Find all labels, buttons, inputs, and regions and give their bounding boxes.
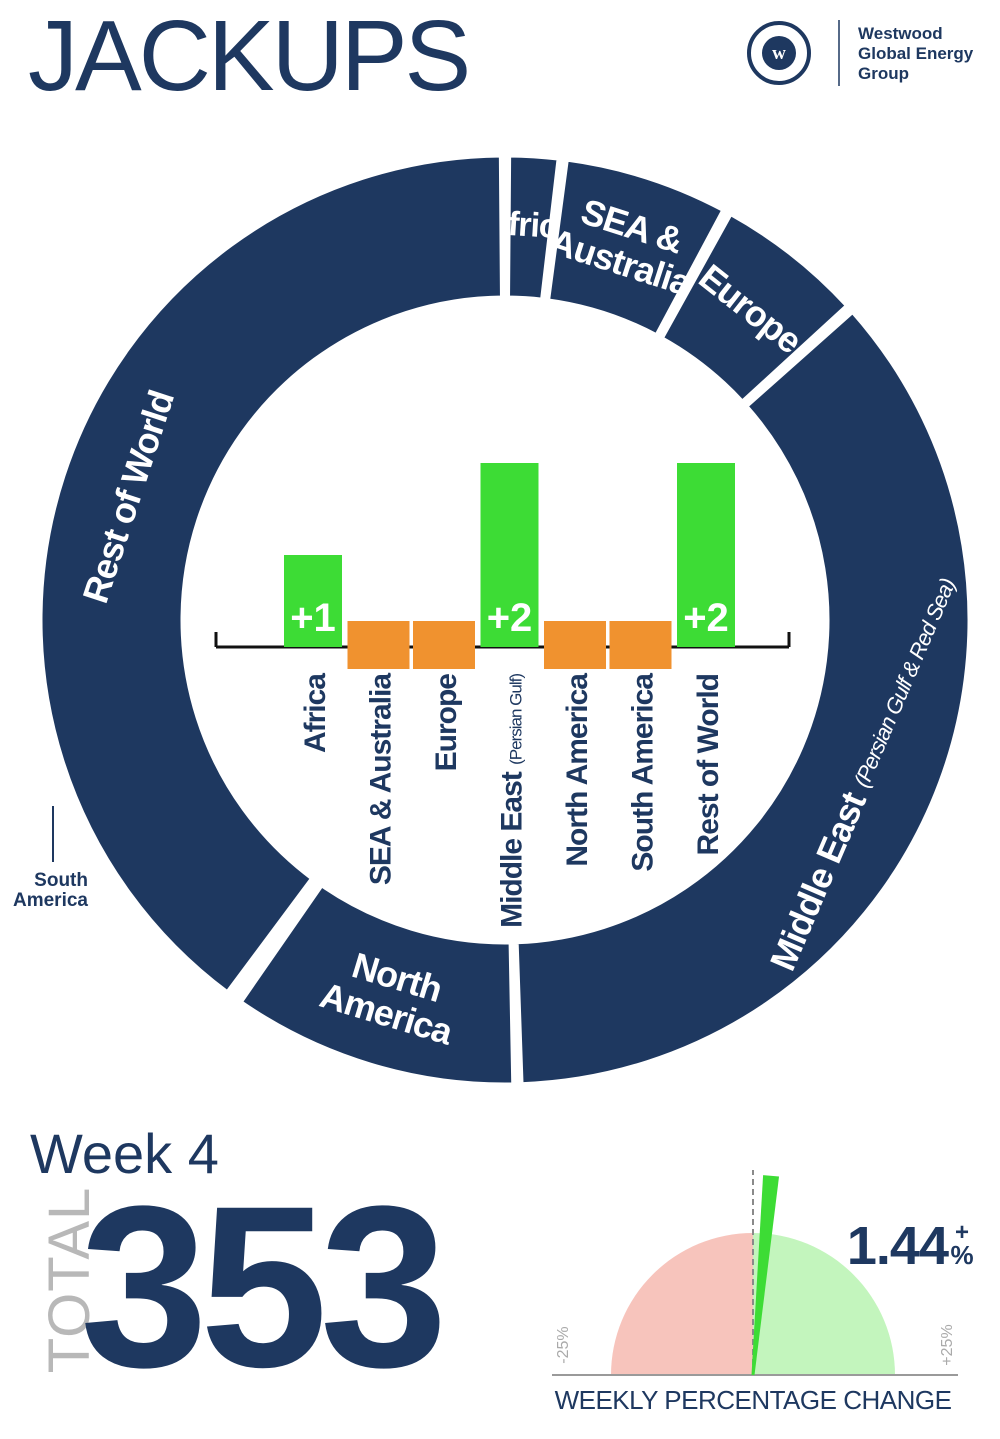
gauge-sign-label: + bbox=[955, 1219, 969, 1246]
weekly-change-bars: +1 Africa SEA & Australia Europe +2 Middle Ea… bbox=[214, 463, 791, 928]
gauge-caption: WEEKLY PERCENTAGE CHANGE bbox=[555, 1385, 952, 1415]
logo-text-line-3: Group bbox=[858, 64, 909, 83]
total-value: 353 bbox=[80, 1158, 448, 1415]
gauge-negative-half bbox=[611, 1233, 753, 1375]
bar-south-america bbox=[609, 621, 672, 669]
bar-category-label-europe: Europe bbox=[430, 674, 463, 772]
bar-category-label-africa: Africa bbox=[299, 673, 332, 753]
weekly-change-gauge: -25% +25% 1.44 +% WEEKLY PERCENTAGE CHANGE bbox=[552, 1170, 974, 1415]
bar-africa bbox=[284, 555, 342, 647]
bar-rest-of-world bbox=[677, 463, 735, 647]
w-circle-icon: w bbox=[747, 20, 840, 86]
south-america-callout-line-2: America bbox=[13, 890, 88, 911]
gauge-max-label: +25% bbox=[939, 1324, 956, 1365]
bar-category-label-south-america: South America bbox=[627, 673, 660, 872]
bar-middle-east bbox=[480, 463, 539, 647]
donut-slice-sea-and-australia bbox=[544, 156, 728, 340]
bar-value-label-africa: +1 bbox=[290, 596, 336, 640]
company-logo: w Westwood Global Energy Group bbox=[744, 18, 984, 88]
donut-slice-europe bbox=[657, 209, 852, 406]
bar-category-label-middle-east: Middle East (Persian Gulf) bbox=[496, 674, 529, 928]
south-america-callout-line-1: South bbox=[34, 870, 88, 891]
page-title: JACKUPS bbox=[28, 0, 471, 112]
week-label: Week 4 bbox=[30, 1122, 219, 1185]
bar-value-label-rest-of-world: +2 bbox=[683, 596, 729, 640]
logo-text-line-2: Global Energy bbox=[858, 44, 974, 63]
donut-slice-africa bbox=[505, 152, 562, 303]
gauge-min-label: -25% bbox=[555, 1326, 572, 1363]
bar-sea-and-australia bbox=[347, 621, 410, 669]
donut-slice-middle-east bbox=[513, 307, 973, 1088]
bar-category-label-rest-of-world: Rest of World bbox=[692, 674, 725, 855]
svg-text:w: w bbox=[772, 43, 786, 64]
logo-text-line-1: Westwood bbox=[858, 24, 943, 43]
bar-value-label-middle-east: +2 bbox=[487, 596, 533, 640]
bar-category-label-sea-and-australia: SEA & Australia bbox=[365, 673, 398, 885]
bar-europe bbox=[413, 621, 475, 669]
gauge-positive-half bbox=[753, 1233, 895, 1375]
bar-north-america bbox=[544, 621, 606, 669]
gauge-value-label: 1.44 bbox=[847, 1216, 949, 1276]
gauge-unit-label: % bbox=[950, 1240, 973, 1270]
bar-category-label-north-america: North America bbox=[561, 673, 594, 867]
gauge-needle bbox=[751, 1175, 780, 1376]
donut-slice-rest-of-world bbox=[37, 152, 505, 997]
donut-slice-south-america bbox=[229, 877, 321, 1002]
donut-slice-north-america bbox=[236, 881, 517, 1088]
